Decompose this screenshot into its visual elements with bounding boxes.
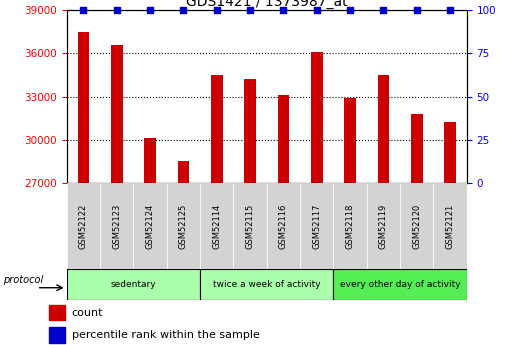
- Point: [212, 8, 221, 13]
- Text: every other day of activity: every other day of activity: [340, 280, 461, 289]
- Title: GDS1421 / 1373987_at: GDS1421 / 1373987_at: [186, 0, 348, 9]
- Bar: [133, 183, 167, 269]
- Text: GSM52123: GSM52123: [112, 203, 121, 249]
- Bar: [200, 183, 233, 269]
- Text: twice a week of activity: twice a week of activity: [213, 280, 321, 289]
- Bar: [100, 183, 133, 269]
- Bar: [211, 75, 223, 183]
- Text: GSM52116: GSM52116: [279, 203, 288, 249]
- Bar: [49, 327, 65, 343]
- Bar: [411, 114, 423, 183]
- Text: count: count: [72, 308, 103, 318]
- Text: GSM52114: GSM52114: [212, 203, 221, 249]
- Point: [312, 8, 321, 13]
- Point: [346, 8, 354, 13]
- Bar: [367, 183, 400, 269]
- Bar: [67, 269, 200, 300]
- Bar: [177, 160, 189, 183]
- Point: [446, 8, 454, 13]
- Bar: [77, 32, 89, 183]
- Text: percentile rank within the sample: percentile rank within the sample: [72, 330, 260, 340]
- Bar: [111, 45, 123, 183]
- Bar: [144, 138, 156, 183]
- Bar: [278, 95, 289, 183]
- Bar: [200, 269, 333, 300]
- Bar: [311, 52, 323, 183]
- Bar: [378, 75, 389, 183]
- Bar: [267, 183, 300, 269]
- Text: GSM52115: GSM52115: [246, 203, 254, 249]
- Bar: [333, 269, 467, 300]
- Text: GSM52121: GSM52121: [446, 203, 455, 249]
- Bar: [49, 305, 65, 320]
- Bar: [433, 183, 467, 269]
- Text: protocol: protocol: [3, 275, 44, 285]
- Point: [146, 8, 154, 13]
- Bar: [167, 183, 200, 269]
- Text: GSM52125: GSM52125: [179, 203, 188, 249]
- Bar: [300, 183, 333, 269]
- Text: GSM52117: GSM52117: [312, 203, 321, 249]
- Bar: [444, 122, 456, 183]
- Text: sedentary: sedentary: [111, 280, 156, 289]
- Bar: [400, 183, 433, 269]
- Bar: [233, 183, 267, 269]
- Point: [379, 8, 388, 13]
- Text: GSM52118: GSM52118: [346, 203, 354, 249]
- Bar: [333, 183, 367, 269]
- Text: GSM52124: GSM52124: [146, 203, 154, 249]
- Point: [412, 8, 421, 13]
- Point: [246, 8, 254, 13]
- Text: GSM52122: GSM52122: [79, 203, 88, 249]
- Bar: [67, 183, 100, 269]
- Point: [112, 8, 121, 13]
- Point: [279, 8, 287, 13]
- Text: GSM52119: GSM52119: [379, 203, 388, 249]
- Point: [79, 8, 87, 13]
- Bar: [244, 79, 256, 183]
- Point: [179, 8, 187, 13]
- Text: GSM52120: GSM52120: [412, 203, 421, 249]
- Bar: [344, 98, 356, 183]
